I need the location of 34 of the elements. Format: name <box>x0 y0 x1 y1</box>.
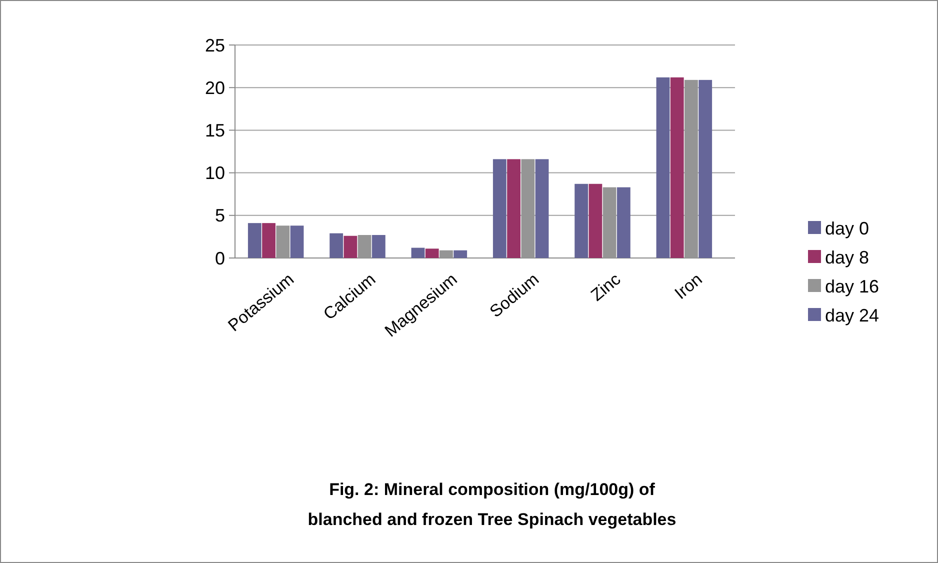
y-tick-label: 5 <box>214 206 225 226</box>
x-tick-label: Iron <box>671 270 706 304</box>
legend-label: day 16 <box>825 276 880 296</box>
y-tick-label: 25 <box>204 35 225 56</box>
x-tick-label: Zinc <box>587 269 625 305</box>
y-tick-label: 10 <box>204 163 225 184</box>
bar <box>670 77 684 258</box>
bar <box>425 248 439 258</box>
bar <box>616 187 630 258</box>
bar <box>574 184 588 258</box>
bar <box>454 250 468 258</box>
legend-label: day 24 <box>825 305 880 326</box>
text: Fig. 2: Mineral composition (mg/100g) of blanched and frozen Tree Spinach vegetables <box>308 480 676 529</box>
bar <box>344 236 358 258</box>
legend-label: day 8 <box>825 247 870 268</box>
bar <box>588 184 602 258</box>
bar <box>492 159 506 258</box>
bar <box>330 233 344 258</box>
bar <box>372 234 386 258</box>
y-tick-label: 20 <box>204 78 225 98</box>
y-tick-label: 15 <box>204 120 225 140</box>
bar <box>440 250 453 258</box>
bar <box>411 248 425 258</box>
bar <box>656 77 670 258</box>
legend-label: day 0 <box>825 218 870 238</box>
bar <box>290 226 304 258</box>
bar <box>535 159 549 258</box>
bar <box>698 80 712 258</box>
bar <box>276 226 290 258</box>
bar <box>262 223 276 258</box>
bar <box>507 159 520 258</box>
y-tick-label: 0 <box>214 248 225 268</box>
bar <box>248 223 262 258</box>
bar <box>358 234 372 258</box>
